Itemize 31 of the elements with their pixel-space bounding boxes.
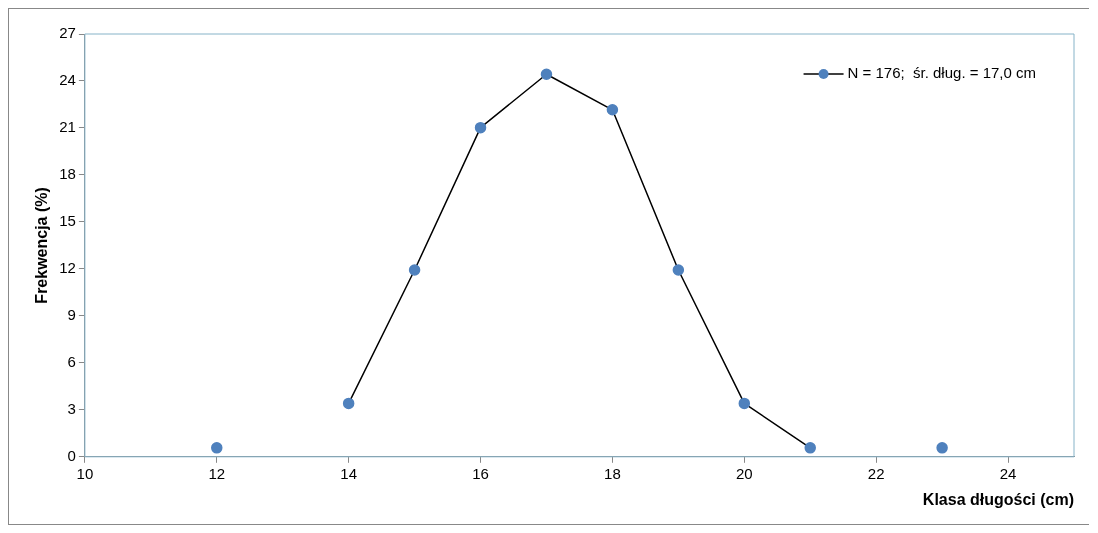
x-tick-label: 18 [604, 464, 621, 482]
x-tick-label: 24 [999, 464, 1017, 482]
y-tick-label: 9 [67, 306, 76, 324]
y-tick-label: 12 [59, 259, 76, 277]
y-tick-label: 24 [59, 71, 76, 89]
point [672, 264, 685, 276]
point [804, 442, 816, 454]
point [540, 68, 553, 80]
point [936, 442, 948, 454]
x-tick-label: 22 [867, 464, 885, 482]
x-tick-label: 16 [472, 464, 489, 482]
x-axis-title: Klasa długości (cm) [922, 490, 1074, 508]
point [474, 121, 487, 134]
point [342, 397, 355, 410]
y-tick-label: 18 [59, 165, 76, 183]
x-tick-label: 10 [76, 464, 94, 482]
point [211, 442, 223, 454]
legend-label: N = 176; śr. dług. = 17,0 cm [847, 64, 1036, 82]
y-tick-label: 15 [59, 212, 76, 230]
x-tick-label: 14 [340, 464, 357, 482]
y-tick-label: 21 [59, 118, 76, 136]
y-axis-title: Frekwencja (%) [33, 187, 51, 304]
point [738, 397, 751, 410]
point [606, 104, 619, 116]
y-tick-label: 0 [67, 446, 76, 464]
x-tick-label: 20 [735, 464, 753, 482]
y-tick-label: 3 [67, 399, 76, 417]
y-tick-label: 27 [59, 24, 76, 42]
x-tick-label: 12 [208, 464, 226, 482]
y-tick-label: 6 [67, 352, 76, 370]
point [408, 264, 421, 276]
